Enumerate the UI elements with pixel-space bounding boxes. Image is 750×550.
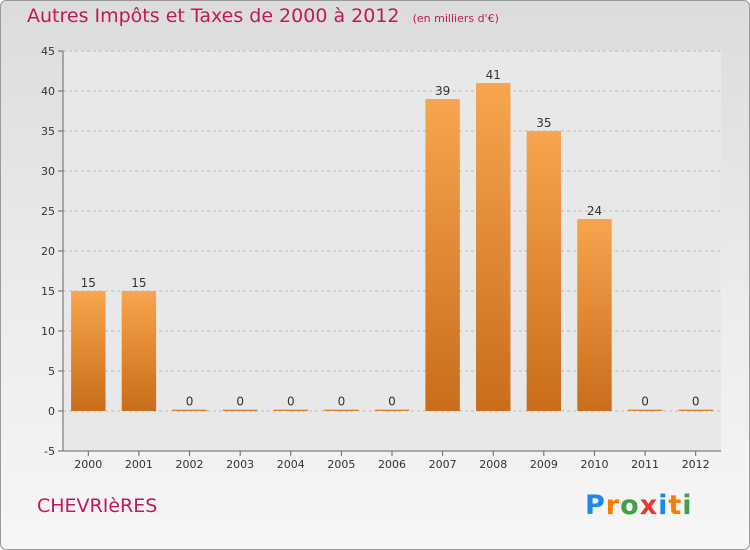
x-tick-label-2004: 2004 <box>277 458 305 471</box>
bars: 15 15 0 0 0 0 0 39 41 35 24 0 0 <box>71 68 713 411</box>
bar-2003 <box>222 409 258 411</box>
bar-2002 <box>172 409 207 411</box>
data-label-2009: 35 <box>536 116 551 130</box>
data-label-2007: 39 <box>435 84 450 98</box>
x-tick-label-2007: 2007 <box>429 458 457 471</box>
data-label-2011: 0 <box>641 395 649 409</box>
logo-letter: P <box>585 490 606 521</box>
chart-subtitle: (en milliers d'€) <box>412 12 499 25</box>
chart-title: Autres Impôts et Taxes de 2000 à 2012 <box>27 5 400 27</box>
data-label-2012: 0 <box>692 395 700 409</box>
bar-2008 <box>476 83 511 411</box>
bar-2007 <box>425 99 460 411</box>
logo-letter: o <box>620 490 640 521</box>
x-tick-label-2012: 2012 <box>682 458 710 471</box>
chart-title-block: Autres Impôts et Taxes de 2000 à 2012 (e… <box>27 5 499 27</box>
y-tick-label: 25 <box>41 205 55 218</box>
logo-letter: i <box>658 490 669 521</box>
x-tick-label-2011: 2011 <box>631 458 659 471</box>
data-label-2003: 0 <box>236 395 244 409</box>
grid-lines <box>63 50 721 452</box>
x-tick-label-2000: 2000 <box>74 458 102 471</box>
x-tick-label-2006: 2006 <box>378 458 406 471</box>
y-tick-label: 30 <box>41 165 55 178</box>
x-tick-label-2009: 2009 <box>530 458 558 471</box>
x-tick-label-2002: 2002 <box>176 458 204 471</box>
data-label-2006: 0 <box>388 395 396 409</box>
y-tick-label: 20 <box>41 245 55 258</box>
bar-2004 <box>273 409 308 411</box>
x-tick-label-2003: 2003 <box>226 458 254 471</box>
y-tick-label: 5 <box>48 365 55 378</box>
y-tick-label: 35 <box>41 125 55 138</box>
bar-2010 <box>577 219 612 411</box>
data-label-2008: 41 <box>486 68 501 82</box>
bar-2001 <box>121 291 157 411</box>
data-label-2010: 24 <box>587 204 602 218</box>
data-label-2000: 15 <box>81 276 96 290</box>
y-tick-label: 10 <box>41 325 55 338</box>
y-tick-label: 45 <box>41 45 55 58</box>
x-tick-label-2008: 2008 <box>479 458 507 471</box>
logo-letter: r <box>605 490 621 521</box>
bar-2012 <box>678 409 713 411</box>
x-tick-label-2010: 2010 <box>580 458 608 471</box>
logo-letter: x <box>639 490 659 521</box>
commune-name: CHEVRIèRES <box>37 495 158 517</box>
y-tick-label: 40 <box>41 85 55 98</box>
bar-2011 <box>627 409 663 411</box>
data-label-2002: 0 <box>186 395 194 409</box>
axes: -5 0 5 10 15 20 25 30 35 40 45 2000 2001 2002 2003 2004… <box>41 45 721 471</box>
proxiti-logo[interactable]: Proxiti <box>585 490 693 521</box>
logo-letter: i <box>682 490 693 521</box>
logo-letter: t <box>668 490 683 521</box>
data-label-2001: 15 <box>131 276 146 290</box>
y-tick-label: 15 <box>41 285 55 298</box>
y-tick-label: 0 <box>48 405 55 418</box>
bar-2005 <box>324 409 359 411</box>
x-tick-label-2001: 2001 <box>125 458 153 471</box>
data-label-2005: 0 <box>338 395 346 409</box>
y-tick-label: -5 <box>44 445 55 458</box>
x-tick-label-2005: 2005 <box>327 458 355 471</box>
data-label-2004: 0 <box>287 395 295 409</box>
bar-2006 <box>374 409 410 411</box>
bar-2000 <box>71 291 106 411</box>
bar-2009 <box>526 131 562 411</box>
